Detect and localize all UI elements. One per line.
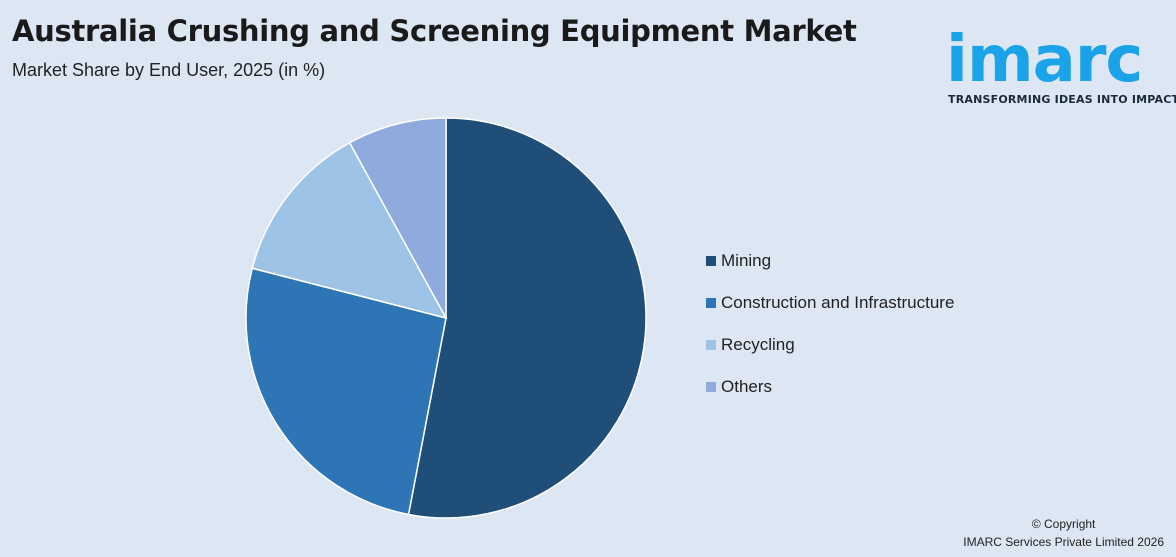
- copyright-line-2: IMARC Services Private Limited 2026: [963, 535, 1164, 549]
- pie-slice-others: [348, 117, 447, 319]
- legend-label: Mining: [721, 251, 772, 270]
- legend-swatch: [706, 256, 716, 266]
- legend-item: Construction and Infrastructure: [706, 282, 954, 324]
- legend-item: Mining: [706, 240, 954, 282]
- legend-label: Others: [721, 377, 773, 396]
- pie-slice-recycling: [251, 141, 448, 320]
- legend-swatch: [706, 298, 716, 308]
- legend-item: Recycling: [706, 324, 954, 366]
- pie-slice-construction-and-infrastructure: [245, 267, 447, 516]
- legend-item: Others: [706, 366, 954, 408]
- legend-label: Construction and Infrastructure: [721, 293, 955, 312]
- imarc-logo: imarc TRANSFORMING IDEAS INTO IMPACT: [946, 10, 1176, 110]
- chart-title: Australia Crushing and Screening Equipme…: [12, 14, 857, 48]
- logo-tagline: TRANSFORMING IDEAS INTO IMPACT: [948, 93, 1176, 106]
- copyright-notice: © Copyright IMARC Services Private Limit…: [963, 515, 1164, 551]
- pie-slice-mining: [407, 117, 647, 519]
- chart-subtitle: Market Share by End User, 2025 (in %): [12, 60, 326, 80]
- legend-label: Recycling: [721, 335, 795, 354]
- legend-swatch: [706, 340, 716, 350]
- legend-swatch: [706, 382, 716, 392]
- chart-legend: Mining Construction and Infrastructure Rec…: [706, 240, 954, 408]
- copyright-line-1: © Copyright: [1031, 517, 1096, 531]
- logo-wordmark: imarc: [946, 23, 1143, 97]
- pie-slices: [245, 117, 647, 519]
